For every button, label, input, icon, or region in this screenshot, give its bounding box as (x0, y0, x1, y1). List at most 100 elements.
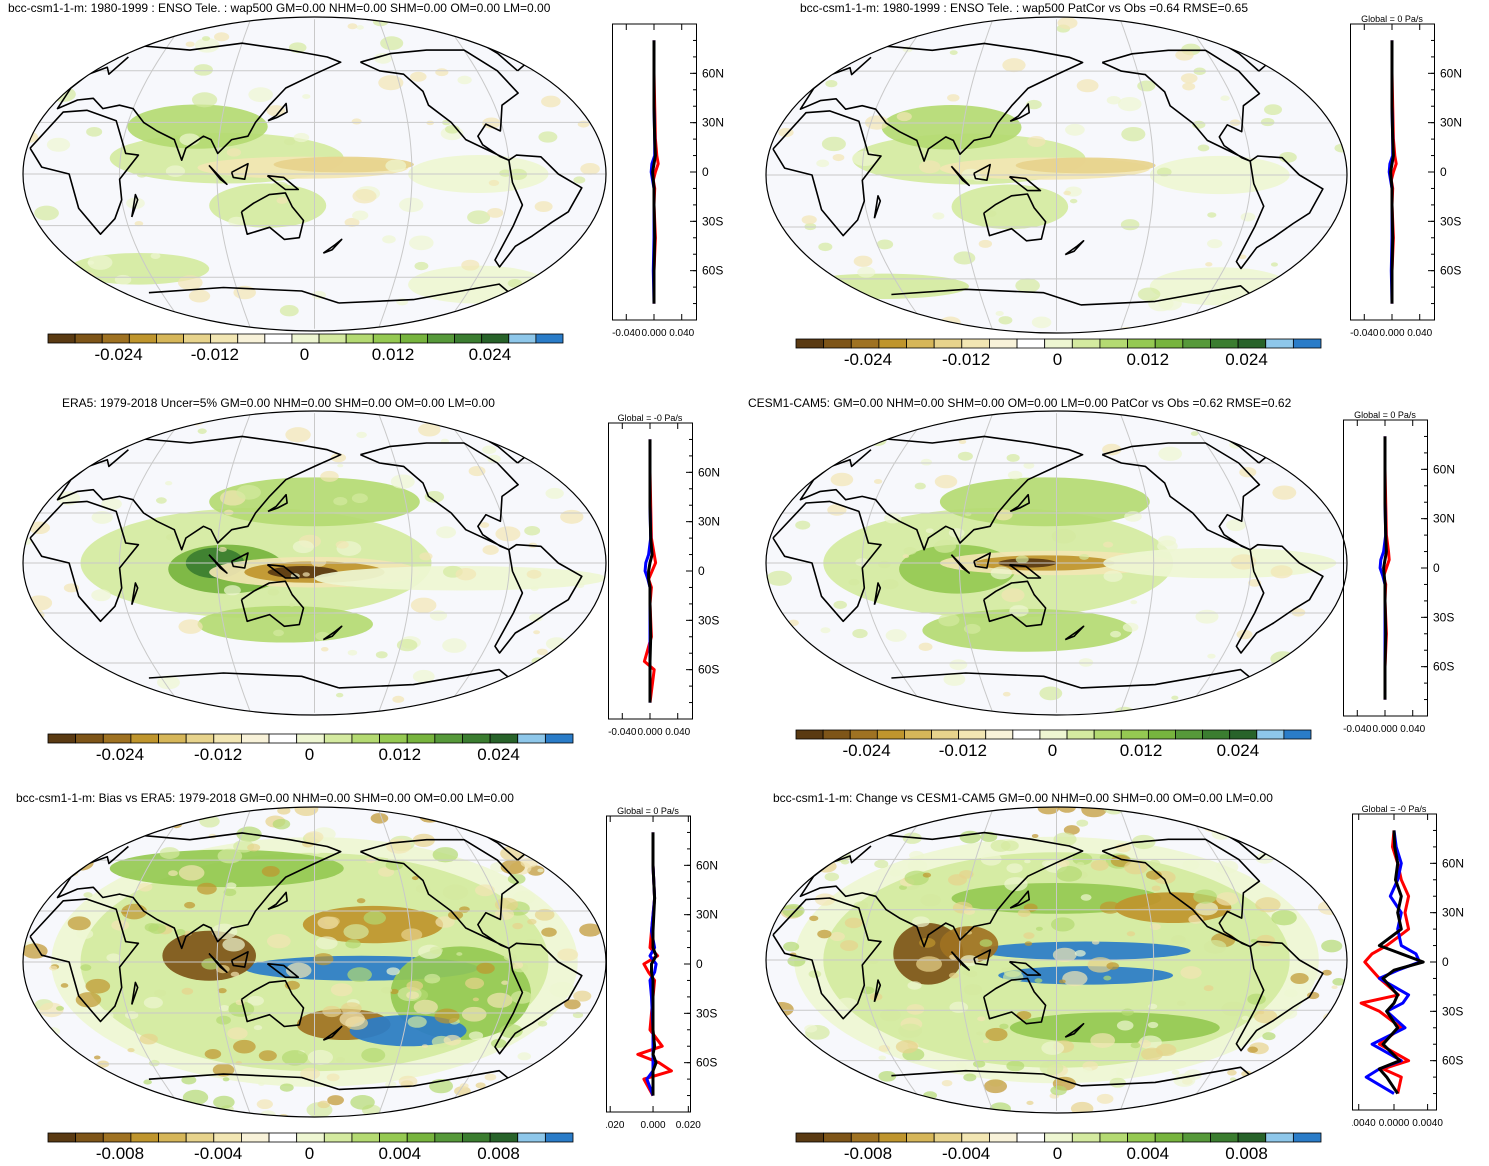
field-speckle (852, 150, 878, 167)
lat-label: 60S (1442, 1054, 1463, 1068)
field-speckle (37, 897, 46, 903)
coastline (1009, 103, 1030, 123)
field-speckle (898, 1023, 923, 1038)
field-speckle (1006, 1060, 1025, 1072)
field-speckle (1002, 691, 1011, 697)
field-speckle (789, 1104, 811, 1113)
field-speckle (1026, 1100, 1034, 1106)
field-speckle (429, 946, 443, 955)
field-speckle (435, 916, 455, 928)
field-speckle (1156, 167, 1172, 177)
field-speckle (311, 557, 327, 567)
field-speckle (1250, 938, 1258, 943)
field-speckle (114, 274, 132, 285)
field-speckle (1193, 889, 1217, 904)
field-speckle (87, 255, 113, 270)
field-speckle (125, 816, 151, 832)
graticule-meridian (441, 808, 511, 1116)
colorbar-label: 0.008 (1225, 1144, 1268, 1163)
field-speckle (1195, 609, 1219, 624)
field-speckle (375, 651, 388, 659)
field-speckle (27, 1046, 50, 1060)
field-speckle (852, 628, 868, 639)
lat-label: 60N (698, 465, 720, 479)
coastline (240, 192, 305, 241)
colorbar-swatch (1292, 1132, 1322, 1143)
field-speckle (1004, 877, 1028, 892)
field-speckle (1199, 317, 1216, 327)
field-speckle (134, 221, 144, 227)
field-speckle (579, 83, 600, 97)
field-speckle (1063, 825, 1080, 835)
field-speckle (805, 854, 815, 860)
field-speckle (797, 853, 821, 867)
field-speckle (347, 967, 372, 983)
lat-label: 60S (1433, 660, 1454, 674)
field-speckle (127, 1047, 135, 1053)
field-speckle (995, 311, 1004, 317)
field-speckle (973, 1060, 986, 1068)
field-speckle (1034, 978, 1043, 983)
colorbar-swatch (1265, 338, 1294, 349)
field-speckle (1325, 638, 1334, 644)
profile-x-label: 0.040 (1400, 724, 1425, 735)
colorbar-label: -0.012 (194, 745, 243, 764)
field-speckle (472, 997, 479, 1002)
field-speckle (270, 181, 289, 193)
field-speckle (583, 825, 606, 841)
field-speckle (769, 466, 783, 474)
field-speckle (1260, 117, 1275, 127)
lat-label: 60N (1440, 66, 1462, 80)
field-speckle (1106, 96, 1121, 105)
panel-title: bcc-csm1-1-m: 1980-1999 : ENSO Tele. : w… (8, 1, 551, 15)
field-speckle (801, 215, 817, 225)
field-speckle (545, 487, 564, 499)
coastline (267, 891, 288, 911)
field-speckle (579, 923, 602, 937)
field-speckle (1103, 975, 1112, 981)
field-speckle (335, 692, 344, 698)
colorbar-label: -0.008 (95, 1144, 145, 1163)
field-speckle (1215, 316, 1233, 327)
field-speckle (1078, 658, 1094, 667)
colorbar-swatch (323, 733, 353, 744)
field-speckle (126, 197, 145, 209)
lat-label: 60N (1433, 462, 1455, 476)
lat-label: 30S (698, 613, 719, 627)
field-speckle (909, 850, 925, 860)
field-speckle (574, 1058, 596, 1071)
colorbar-swatch (406, 733, 436, 744)
field-speckle (932, 212, 945, 220)
field-speckle (293, 132, 310, 143)
field-speckle (785, 1107, 795, 1113)
field-speckle (217, 848, 243, 864)
field-speckle (1164, 320, 1186, 333)
field-speckle (159, 416, 173, 424)
colorbar (795, 338, 1322, 349)
field-speckle (279, 305, 299, 317)
field-speckle (521, 817, 546, 833)
field-speckle (1207, 239, 1223, 249)
field-speckle (1035, 926, 1043, 931)
field-speckle (1322, 969, 1332, 976)
colorbar-label: 0.012 (1119, 741, 1163, 760)
map-border (22, 410, 607, 716)
colorbar-swatch (823, 1132, 852, 1143)
field-speckle (214, 32, 230, 42)
field-speckle (363, 911, 387, 925)
field-speckle (46, 137, 71, 152)
field-speckle (590, 39, 606, 54)
colorbar-label: 0.024 (1216, 741, 1260, 760)
field-speckle (1076, 862, 1085, 867)
map-border (22, 16, 607, 332)
field-speckle (501, 812, 528, 828)
field-speckle (532, 819, 547, 828)
colorbar-swatch (1154, 338, 1184, 349)
field-speckle (148, 923, 167, 934)
map-border (765, 410, 1348, 716)
field-speckle (1279, 1108, 1293, 1113)
field-speckle (1185, 709, 1193, 715)
field-speckle (1063, 190, 1072, 196)
field-speckle (183, 1112, 193, 1117)
field-speckle (45, 1050, 63, 1061)
